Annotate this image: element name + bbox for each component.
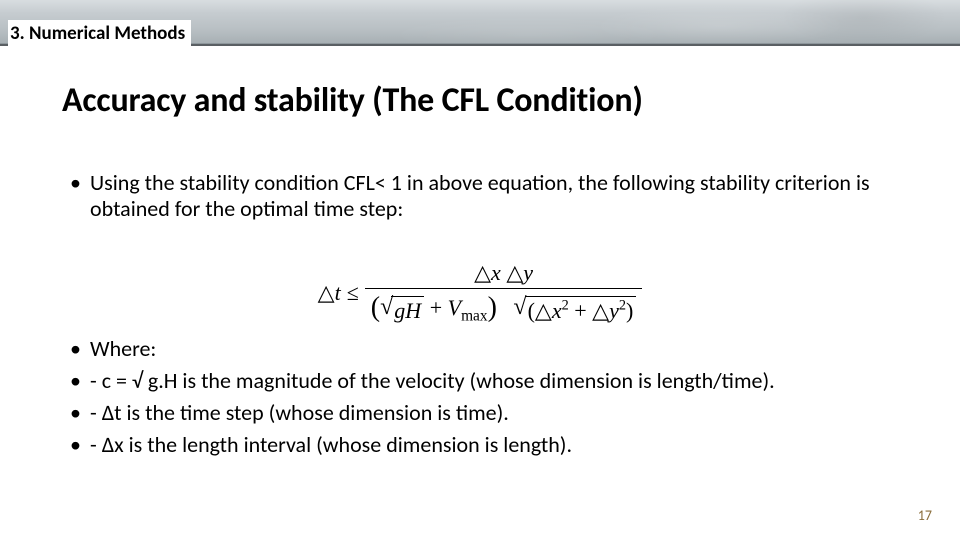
bullet-row: •- c = √ g.H is the magnitude of the vel… [70, 367, 930, 395]
bullet-text: - ∆x is the length interval (whose dimen… [90, 431, 572, 459]
slide: 3. Numerical Methods Accuracy and stabil… [0, 0, 960, 540]
formula-lhs: △t [318, 280, 341, 306]
bullet-row: •- ∆t is the time step (whose dimension … [70, 399, 930, 427]
formula-numerator: △x △y [468, 260, 539, 286]
body-bottom: •Where: •- c = √ g.H is the magnitude of… [70, 335, 930, 464]
section-label: 3. Numerical Methods [8, 20, 191, 46]
bullet-row: • Using the stability condition CFL< 1 i… [70, 170, 910, 222]
page-number: 17 [918, 507, 932, 524]
bullet-row: •- ∆x is the length interval (whose dime… [70, 431, 930, 459]
bullet-text: - c = √ g.H is the magnitude of the velo… [90, 367, 775, 395]
bullet-text: Using the stability condition CFL< 1 in … [90, 170, 910, 222]
formula-fraction: △x △y (√gH + Vmax) √(△x2 + △y2) [365, 260, 643, 326]
bullet-text: Where: [90, 335, 156, 363]
formula-block: △t ≤ △x △y (√gH + Vmax) √(△x2 + △y2) [0, 260, 960, 326]
body-top: • Using the stability condition CFL< 1 i… [70, 170, 910, 226]
bullet-row: •Where: [70, 335, 930, 363]
slide-title: Accuracy and stability (The CFL Conditio… [62, 80, 643, 121]
bullet-dot: • [70, 170, 90, 222]
bullet-text: - ∆t is the time step (whose dimension i… [90, 399, 509, 427]
formula-relation: ≤ [347, 280, 359, 306]
formula-denominator: (√gH + Vmax) √(△x2 + △y2) [365, 291, 643, 326]
